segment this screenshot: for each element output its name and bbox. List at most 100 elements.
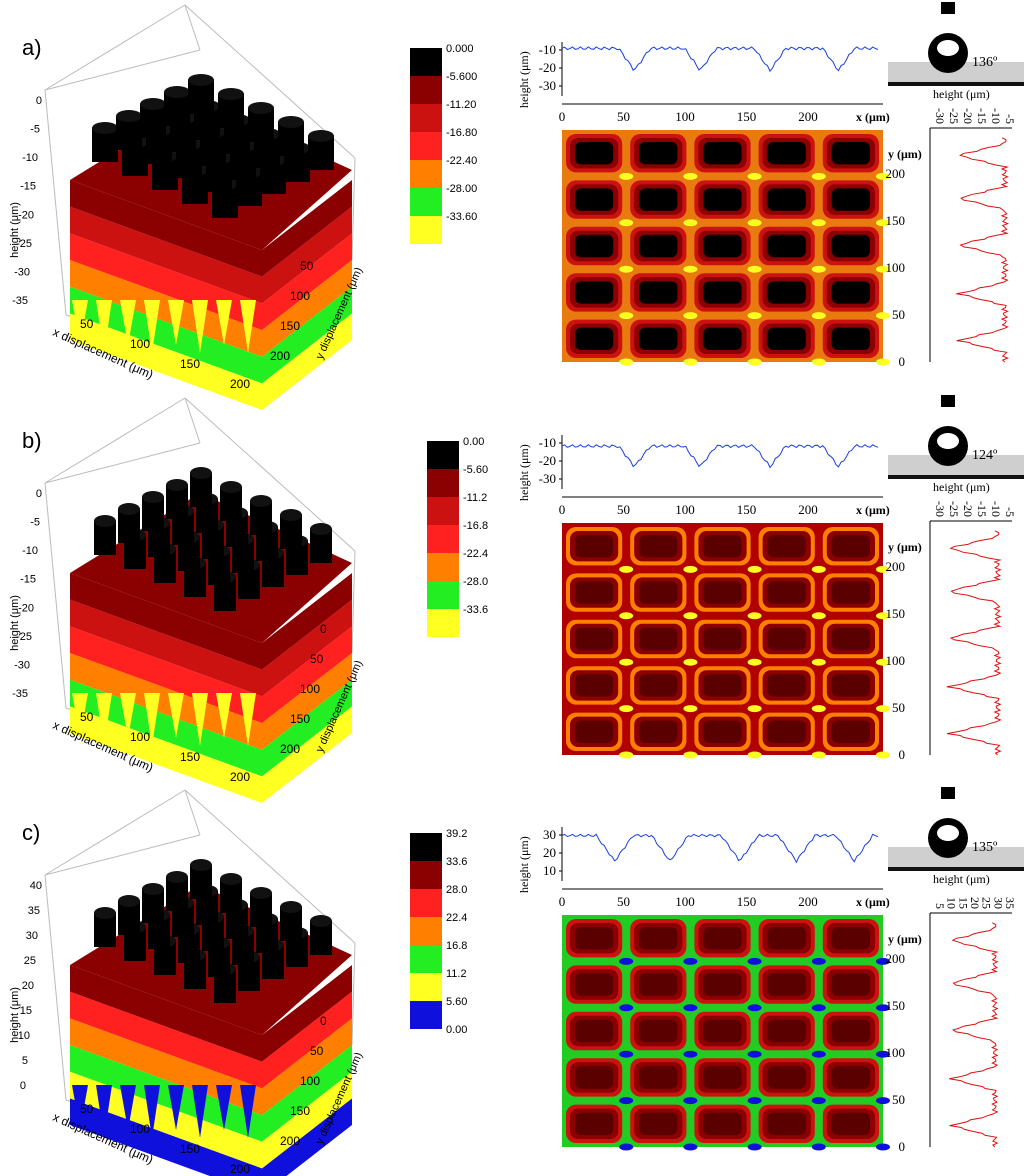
map-cell-core [575,142,614,165]
colorbar-swatch [410,1001,442,1029]
droplet-surface-line [888,867,1024,871]
colorbar-level-label: 22.4 [446,912,467,924]
top-profile-y-label: height (μm) [517,444,531,501]
surface-spike [168,1085,184,1130]
z-tick-label: 10 [18,1030,30,1042]
side-profile-line [946,530,1002,756]
map-cell-core [703,535,742,558]
side-profile-tick: -30 [933,108,947,124]
map-y-tick: 100 [886,653,906,668]
surface-pillar [196,499,218,533]
map-x-tick: 100 [675,502,695,517]
map-cell-core [767,720,806,743]
map-y-tick: 0 [899,747,906,762]
surface-spike [240,693,256,746]
colorbar-swatch [410,104,442,132]
map-junction [811,172,826,180]
side-profile-tick: -10 [989,501,1003,517]
map-junction [683,1004,698,1012]
map-y-tick: 200 [886,951,906,966]
map-cell-core [639,535,678,558]
colorbar-level-label: 33.6 [446,856,467,868]
map-junction [619,172,634,180]
map-x-tick: 200 [798,109,818,124]
colorbar-level-label: 28.0 [446,884,467,896]
top-profile-y-tick: 20 [543,845,556,860]
top-profile-y-tick: 30 [543,827,556,842]
map-x-tick: 100 [675,109,695,124]
surface-pillar-cap [280,509,302,521]
z-tick-label: -5 [30,517,40,529]
map-junction [747,219,762,227]
map-cell-core [703,674,742,697]
y-tick-label: 150 [290,1104,310,1118]
y-tick-label: 50 [310,652,324,666]
map-junction [811,1004,826,1012]
map-cell-core [703,1112,742,1135]
surface-pillar [280,515,302,549]
map-cell-core [703,142,742,165]
surface-pillar [94,913,116,947]
colorbar: 0.00 -5.60 -11.2 -16.8 -22.4 -28.0 -33.6 [427,436,488,637]
y-tick-label: 150 [280,319,300,333]
droplet-surface-line [888,475,1024,479]
surface-spike [120,300,136,345]
colorbar-swatch [427,497,459,525]
surface-pillar [232,931,254,965]
side-profile-label: height (μm) [933,87,990,101]
map-x-tick: 50 [617,894,630,909]
map-junction [619,957,634,965]
map-cell-core [639,1019,678,1043]
map-junction [876,358,890,366]
droplet-substrate [888,455,1024,477]
map-junction [683,265,698,273]
map-cell-core [831,581,870,604]
colorbar-swatch [410,945,442,973]
map-cell-core [575,327,614,350]
map-cell-core [703,327,742,350]
map-cell-core [767,327,806,350]
surface-pillar-cap [190,467,212,479]
map-cell-core [831,973,870,996]
map-cell-core [639,234,678,258]
map-junction [811,219,826,227]
map-cell-core [639,188,678,211]
side-profile-tick: 30 [991,897,1005,909]
map-junction [876,658,890,666]
side-profile-tick: 35 [1003,897,1017,909]
map-y-tick: 200 [886,166,906,181]
z-tick-label: 0 [36,95,42,107]
map-junction [619,751,634,759]
surface-pillar [214,969,236,1003]
map-cell-core [703,973,742,996]
z-tick-label: -30 [14,659,30,671]
top-profile-y-tick: -20 [539,453,556,468]
map-junction [619,312,634,320]
surface-frame-line [44,442,201,484]
droplet-surface-line [888,82,1024,86]
surface-spike [144,693,160,746]
colorbar-swatch [427,553,459,581]
top-profile-line [561,833,879,864]
surface-pillar-cap [142,491,164,503]
side-profile-tick: -15 [975,108,989,124]
x-tick-label: 50 [80,317,94,331]
map-y-tick: 150 [886,213,906,228]
map-cell-core [703,627,742,651]
surface-frame-line [44,789,186,876]
map-cell-core [831,535,870,558]
surface-pillar [184,563,206,597]
map-cell-core [767,973,806,996]
map-cell-core [831,234,870,258]
map-junction [747,1050,762,1058]
map-cell-core [831,1112,870,1135]
map-junction [747,312,762,320]
surface-spike [120,1085,136,1130]
top-profile-line [561,46,879,73]
colorbar-swatch [410,188,442,216]
map-junction [811,751,826,759]
map-cell-core [767,1112,806,1135]
map-cell-core [575,1066,614,1089]
